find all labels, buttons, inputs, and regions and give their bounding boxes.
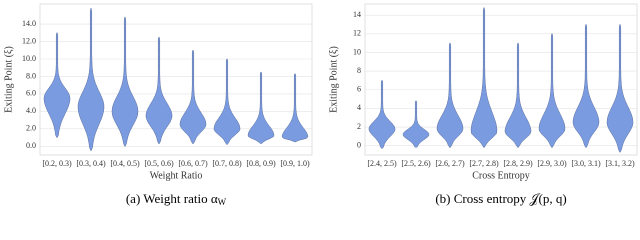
violin <box>572 24 600 148</box>
violin <box>77 8 105 151</box>
x-tick-label: [2.9, 3.0) <box>537 159 567 168</box>
y-tick-label: 14 <box>353 10 361 19</box>
x-tick-label: [0.4, 0.5) <box>110 159 140 168</box>
y-tick-label: 0.0 <box>26 141 36 150</box>
x-tick-label: [0.2, 0.3) <box>42 159 72 168</box>
x-axis-label: Cross Entropy <box>472 170 530 181</box>
x-tick-label: [2.7, 2.8) <box>469 159 499 168</box>
violin <box>470 7 498 148</box>
violin <box>368 80 396 149</box>
y-tick-label: 10.0 <box>22 54 36 63</box>
violin <box>504 42 532 148</box>
y-tick-label: 4.0 <box>26 106 36 115</box>
x-tick-label: [2.5, 2.6) <box>401 159 431 168</box>
x-tick-label: [0.8, 0.9) <box>246 159 276 168</box>
violin <box>179 50 207 144</box>
y-tick-label: 12.0 <box>22 36 36 45</box>
x-axis-label: Weight Ratio <box>150 170 203 181</box>
violin <box>436 42 464 148</box>
x-tick-label: [3.0, 3.1) <box>571 159 601 168</box>
violin <box>43 32 71 138</box>
x-tick-label: [2.4, 2.5) <box>367 159 397 168</box>
y-tick-label: 4 <box>357 103 361 112</box>
figure: 0.0 2.0 4.0 6.0 8.0 10.0 12.0 14.0 [0.2, 0.3) [0.… <box>3 3 638 207</box>
y-axis-label: Exiting Point (ξ) <box>3 46 14 113</box>
y-tick-label: 0 <box>357 141 361 150</box>
violin <box>145 36 173 144</box>
x-tick-label: [0.3, 0.4) <box>76 159 106 168</box>
x-tick-label: [2.8, 2.9) <box>503 159 533 168</box>
y-tick-label: 2 <box>357 122 361 131</box>
caption-text: (a) Weight ratio α <box>126 191 218 206</box>
caption: (a) Weight ratio αW <box>126 191 227 207</box>
x-tick-label: [3.1, 3.2) <box>605 159 635 168</box>
violin <box>538 33 566 148</box>
violin <box>111 16 139 147</box>
x-tick-label: [0.6, 0.7) <box>178 159 208 168</box>
x-tick-label: [0.7, 0.8) <box>212 159 242 168</box>
violin <box>402 100 430 148</box>
y-axis-label: Exiting Point (ξ) <box>328 46 339 113</box>
violin <box>247 71 275 144</box>
x-tick-label: [0.9, 1.0) <box>280 159 310 168</box>
caption-text: (b) Cross entropy 𝒥(p, q) <box>435 191 566 206</box>
violin <box>606 24 634 153</box>
y-tick-label: 10 <box>353 47 361 56</box>
y-tick-label: 12 <box>353 29 361 38</box>
y-tick-label: 8.0 <box>26 71 36 80</box>
caption: (b) Cross entropy 𝒥(p, q) <box>435 191 566 206</box>
y-tick-label: 8 <box>357 66 361 75</box>
y-tick-label: 2.0 <box>26 124 36 133</box>
violin <box>281 73 309 143</box>
y-tick-label: 6 <box>357 85 361 94</box>
caption-subscript: W <box>218 197 227 207</box>
y-tick-label: 14.0 <box>22 19 36 28</box>
x-tick-label: [0.5, 0.6) <box>144 159 174 168</box>
violin <box>213 58 241 145</box>
y-tick-label: 6.0 <box>26 89 36 98</box>
x-tick-label: [2.6, 2.7) <box>435 159 465 168</box>
